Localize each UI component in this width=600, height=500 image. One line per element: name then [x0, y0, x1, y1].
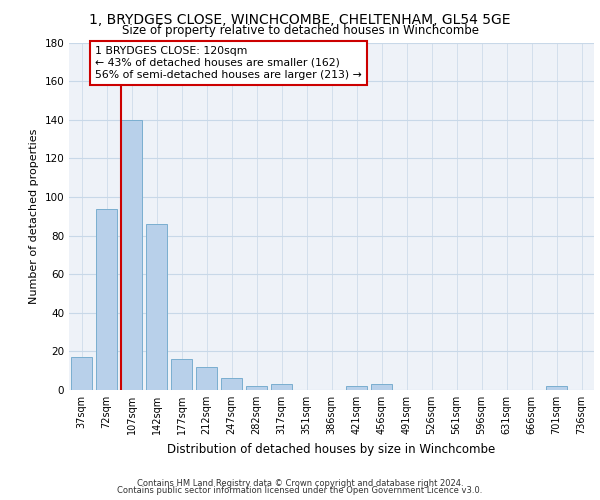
Bar [71, 357, 92, 390]
Bar [146, 224, 167, 390]
Bar [121, 120, 142, 390]
Bar [221, 378, 242, 390]
Text: Contains public sector information licensed under the Open Government Licence v3: Contains public sector information licen… [118, 486, 482, 495]
Bar [371, 384, 392, 390]
Bar [271, 384, 292, 390]
Text: Size of property relative to detached houses in Winchcombe: Size of property relative to detached ho… [121, 24, 479, 37]
Bar [171, 359, 192, 390]
Bar [96, 208, 117, 390]
Y-axis label: Number of detached properties: Number of detached properties [29, 128, 39, 304]
Bar [346, 386, 367, 390]
Text: Contains HM Land Registry data © Crown copyright and database right 2024.: Contains HM Land Registry data © Crown c… [137, 478, 463, 488]
Text: 1, BRYDGES CLOSE, WINCHCOMBE, CHELTENHAM, GL54 5GE: 1, BRYDGES CLOSE, WINCHCOMBE, CHELTENHAM… [89, 12, 511, 26]
Bar [546, 386, 567, 390]
X-axis label: Distribution of detached houses by size in Winchcombe: Distribution of detached houses by size … [167, 442, 496, 456]
Text: 1 BRYDGES CLOSE: 120sqm
← 43% of detached houses are smaller (162)
56% of semi-d: 1 BRYDGES CLOSE: 120sqm ← 43% of detache… [95, 46, 362, 80]
Bar [196, 367, 217, 390]
Bar [246, 386, 267, 390]
